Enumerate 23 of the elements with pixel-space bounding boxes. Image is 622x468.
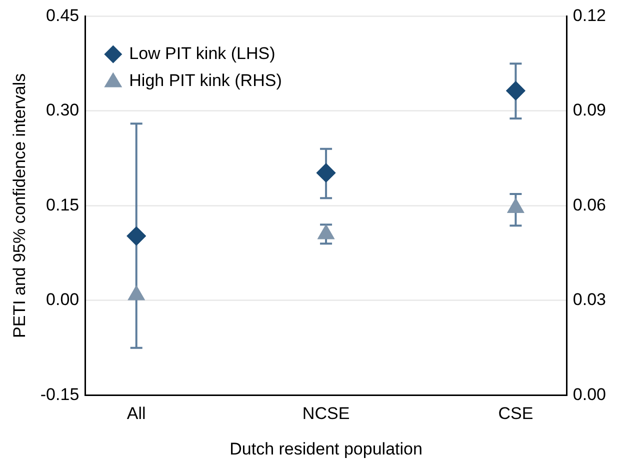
- y2-tick-label: 0.09: [572, 100, 606, 120]
- y2-tick-label: 0.00: [572, 384, 606, 404]
- point: [316, 163, 336, 182]
- point: [318, 224, 334, 240]
- x-axis-title: Dutch resident population: [230, 439, 422, 458]
- y2-tick-label: 0.03: [572, 290, 606, 310]
- y-tick-label: 0.30: [46, 100, 80, 120]
- x-tick-label: All: [126, 404, 146, 424]
- y2-tick-label: 0.12: [572, 6, 606, 25]
- y-tick-label: 0.15: [46, 195, 80, 214]
- y-tick-label: 0.00: [46, 290, 80, 310]
- y-axis-title: PETI and 95% confidence intervals: [10, 73, 29, 338]
- y2-tick-label: 0.06: [572, 195, 606, 214]
- point: [126, 226, 146, 246]
- x-tick-label: CSE: [498, 404, 534, 424]
- x-tick-label: NCSE: [302, 404, 350, 424]
- point: [507, 198, 524, 213]
- y-tick-label: 0.45: [46, 6, 80, 25]
- point: [128, 286, 145, 300]
- legend-label: Low PIT kink (LHS): [129, 44, 276, 63]
- y-tick-label: -0.15: [40, 384, 80, 404]
- legend-label: High PIT kink (RHS): [129, 70, 282, 90]
- point: [506, 81, 526, 100]
